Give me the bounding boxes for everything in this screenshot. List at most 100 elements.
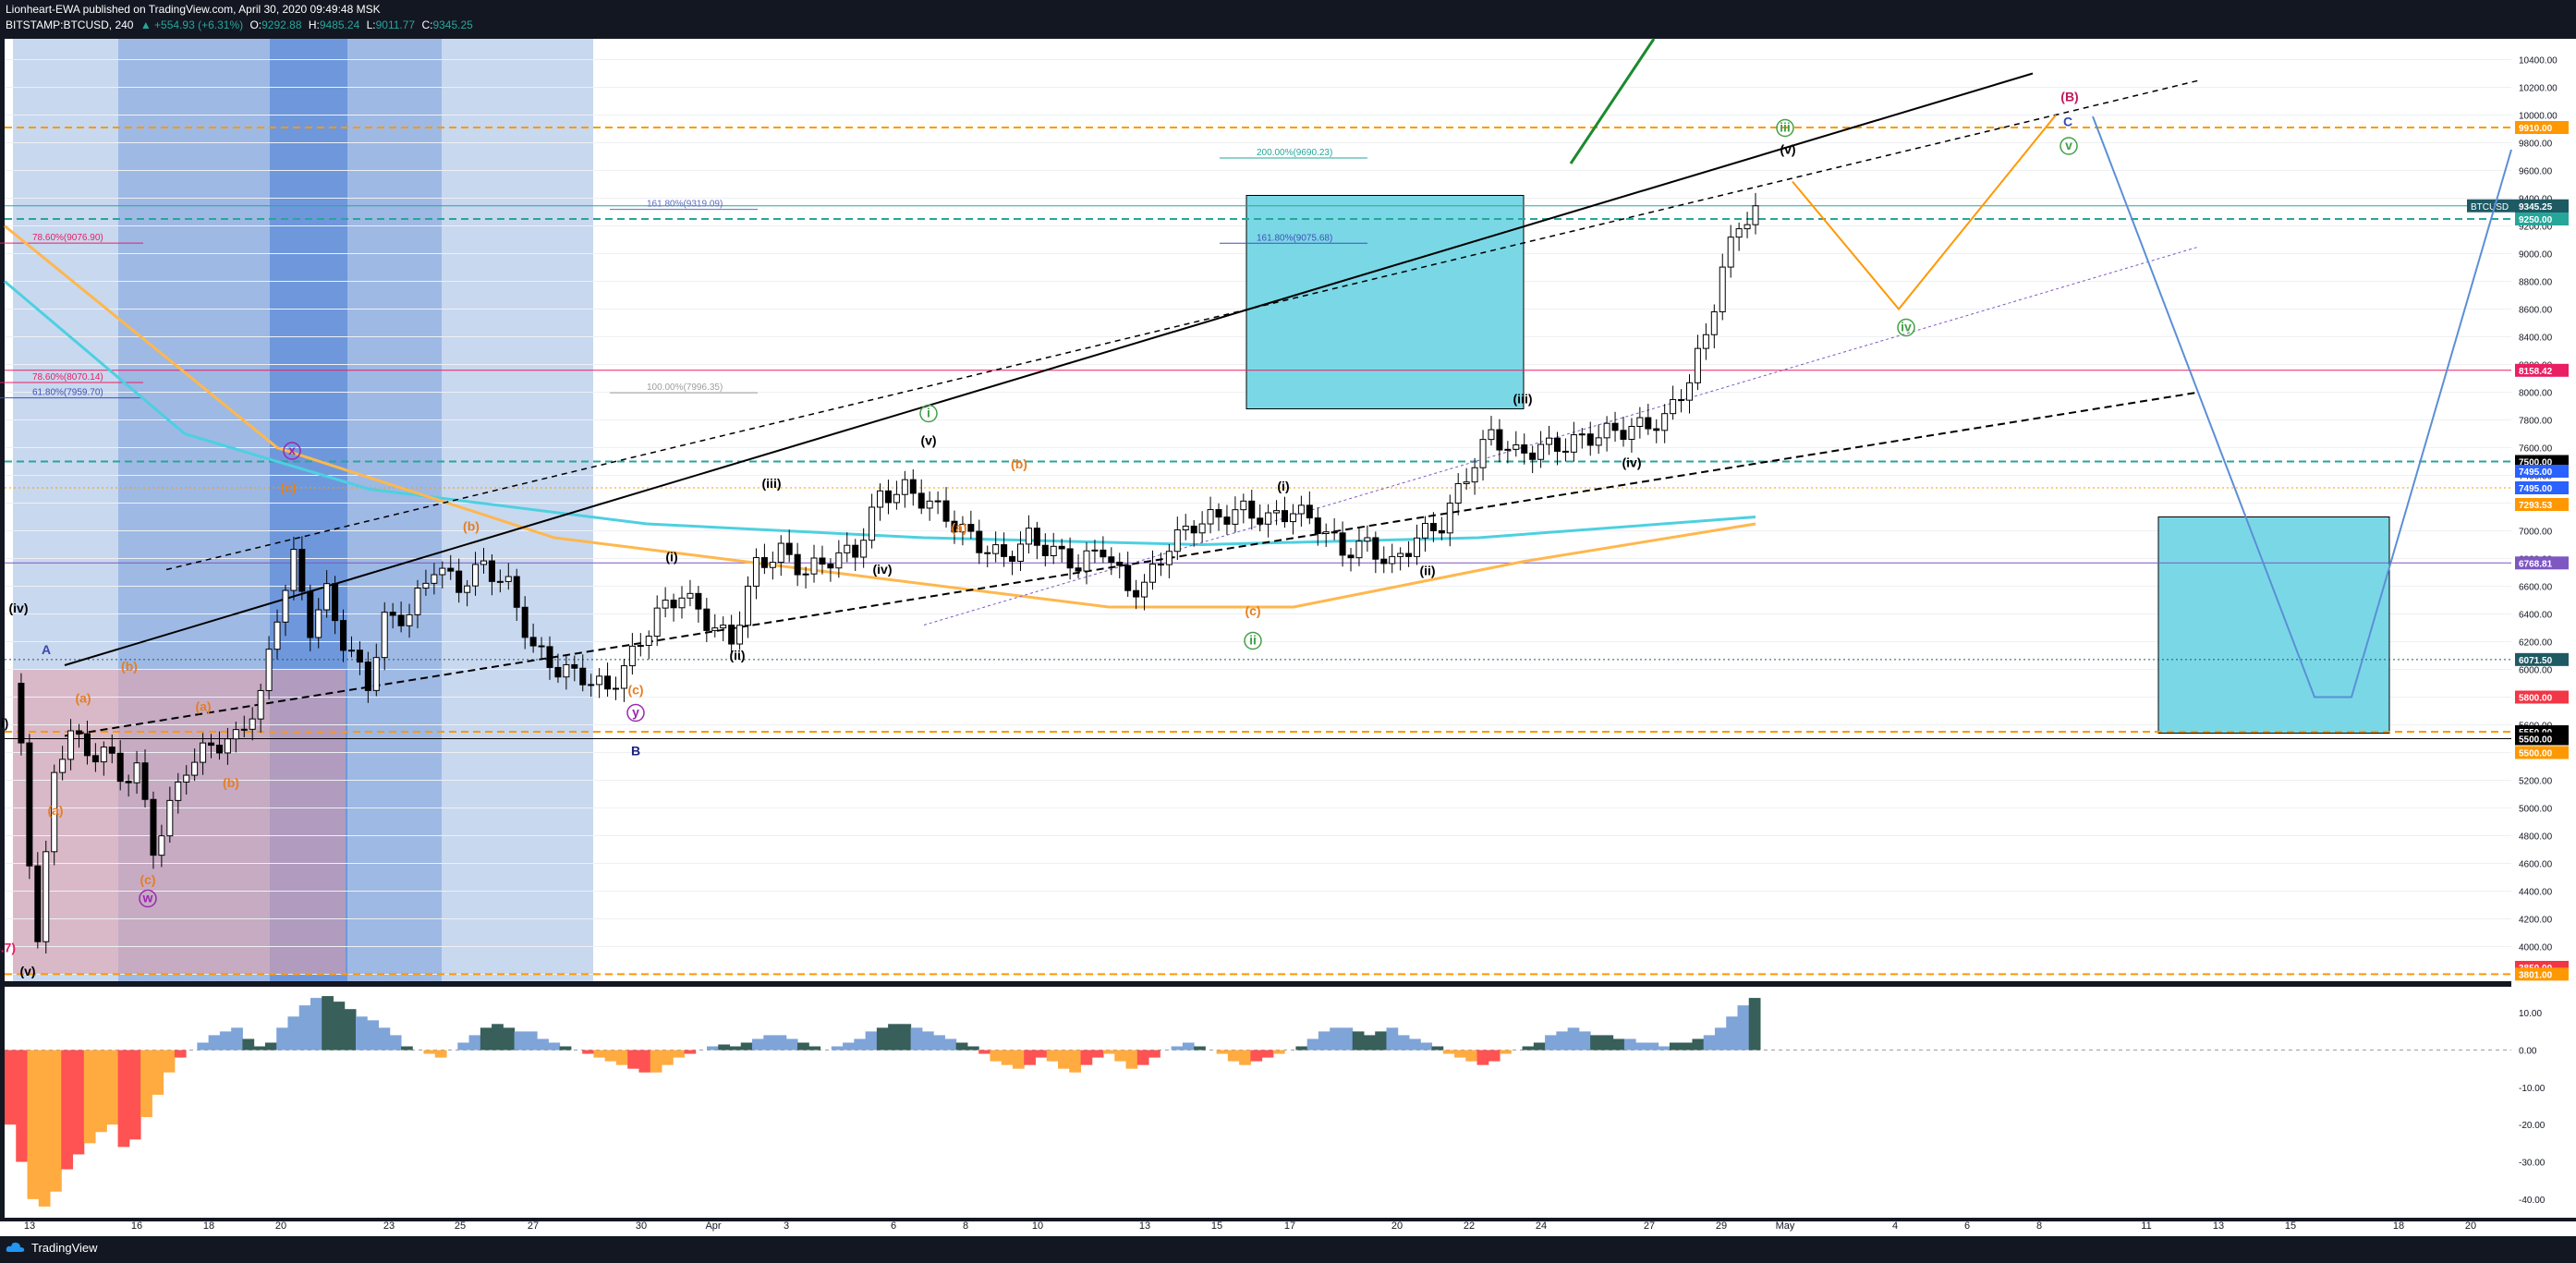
candle-body	[1586, 433, 1594, 446]
candle-body	[835, 552, 843, 569]
osc-bar	[1386, 1027, 1399, 1050]
candle-body	[356, 650, 363, 663]
candle-body	[579, 667, 587, 686]
osc-bar	[1125, 1050, 1138, 1069]
price-tag	[2515, 213, 2569, 225]
price-tag-label: 9250.00	[2519, 215, 2553, 225]
osc-bar	[468, 1035, 481, 1050]
y-tick-label: 9200.00	[2519, 223, 2553, 233]
osc-bar	[128, 1050, 141, 1140]
osc-bar	[1024, 1050, 1036, 1065]
osc-bar	[1148, 1050, 1160, 1058]
osc-bar	[1431, 1046, 1444, 1050]
candle-body	[265, 649, 273, 691]
candle-body	[1273, 510, 1281, 514]
candle-body	[1620, 430, 1627, 440]
candle-body	[158, 835, 165, 856]
oscillator-pane[interactable]	[5, 987, 2511, 1218]
time-axis[interactable]	[0, 1221, 2576, 1236]
wave-label: (b)	[223, 775, 239, 790]
candle-body	[728, 625, 735, 645]
fib-label: 200.00%(9690.23)	[1257, 148, 1332, 158]
y-tick-label: 10400.00	[2519, 56, 2558, 67]
candle-body	[1380, 558, 1388, 565]
candle-body	[1232, 509, 1239, 525]
candle-body	[34, 865, 42, 942]
osc-bar	[242, 1038, 255, 1050]
candle-body	[529, 637, 537, 647]
candle-body	[703, 608, 711, 631]
osc-bar	[1714, 1027, 1727, 1050]
moving-average-cyan	[4, 280, 1756, 547]
candle-body	[926, 500, 933, 509]
candle-body	[934, 500, 942, 503]
candle-body	[967, 524, 975, 532]
candle-body	[496, 580, 504, 583]
x-tick-label: 16	[131, 1220, 142, 1232]
candle-body	[1636, 417, 1644, 428]
price-tag	[2515, 465, 2569, 478]
y-tick-label: 6000.00	[2519, 666, 2553, 676]
osc-bar	[367, 1020, 380, 1050]
osc-bar	[1227, 1050, 1240, 1062]
candle-body	[1066, 548, 1074, 569]
osc-bar	[1171, 1046, 1184, 1050]
candle-body	[1645, 417, 1652, 430]
candle-body	[670, 600, 677, 609]
y-tick-label: 6600.00	[2519, 583, 2553, 593]
wave-marker-circle	[139, 889, 157, 908]
candle-body	[992, 544, 1000, 554]
y-tick-label: 8400.00	[2519, 334, 2553, 344]
candle-body	[745, 585, 752, 626]
price-tag-label: 3801.00	[2519, 970, 2553, 980]
candle-body	[546, 646, 553, 668]
osc-bar	[1103, 1050, 1115, 1054]
candle-body	[554, 666, 562, 678]
osc-bar	[1488, 1050, 1501, 1062]
wave-marker-circle	[283, 442, 301, 460]
candle-body	[1248, 500, 1256, 519]
x-tick-label: 13	[24, 1220, 35, 1232]
osc-bar	[684, 1050, 697, 1054]
candle-body	[1240, 500, 1247, 511]
candle-body	[1570, 434, 1577, 453]
tradingview-brand[interactable]: TradingView	[6, 1238, 98, 1257]
candle-body	[1653, 428, 1660, 431]
osc-bar	[910, 1027, 923, 1050]
candle-body	[1100, 549, 1107, 558]
fib-label: 61.80%(7959.70)	[32, 388, 103, 398]
wave-marker-circle	[2060, 137, 2078, 155]
price-axis[interactable]	[2511, 39, 2576, 1218]
wave-label: (iv)	[873, 562, 893, 577]
x-tick-label: 4	[1892, 1220, 1898, 1232]
candle-body	[1546, 437, 1553, 445]
osc-bar	[1737, 1005, 1750, 1050]
symbol-label: BITSTAMP:BTCUSD, 240	[6, 18, 134, 31]
wave-marker-circle	[1897, 318, 1915, 337]
osc-tick-label: -10.00	[2519, 1084, 2546, 1094]
x-tick-label: 18	[2393, 1220, 2404, 1232]
candle-body	[1347, 554, 1355, 559]
candle-body	[472, 564, 480, 587]
fib-label: 161.80%(9075.68)	[1257, 233, 1332, 243]
osc-bar	[1681, 1042, 1693, 1050]
price-tag	[2515, 121, 2569, 134]
candle-body	[802, 573, 809, 576]
candle-body	[1141, 581, 1148, 598]
candle-body	[752, 557, 759, 587]
osc-bar	[1500, 1050, 1512, 1054]
candle-body	[893, 493, 900, 504]
x-tick-label: 27	[1644, 1220, 1655, 1232]
candle-body	[1694, 347, 1701, 383]
osc-bar	[978, 1050, 990, 1054]
osc-bar	[1318, 1031, 1331, 1050]
candle-body	[1454, 482, 1462, 504]
x-tick-label: May	[1776, 1220, 1795, 1232]
candle-body	[183, 774, 190, 783]
wave-label: (c)	[140, 872, 155, 887]
x-tick-label: 30	[636, 1220, 647, 1232]
candle-body	[488, 560, 495, 582]
y-tick-label: 4800.00	[2519, 832, 2553, 843]
candle-body	[464, 585, 471, 593]
